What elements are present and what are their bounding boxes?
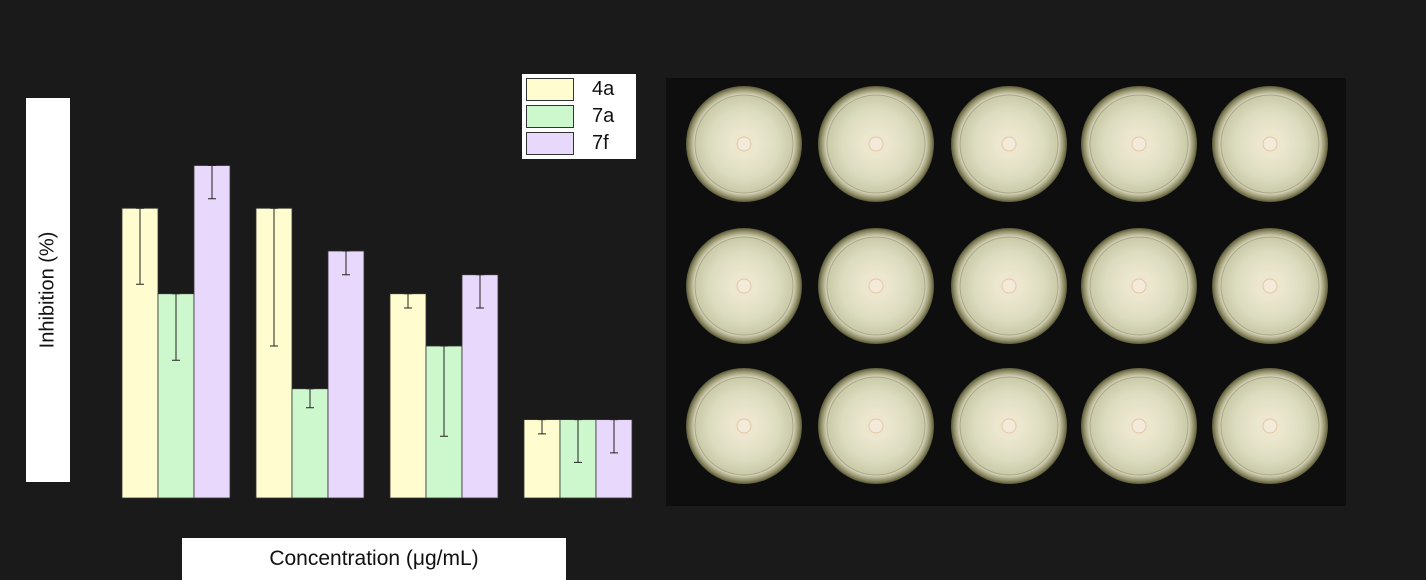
petri-dish: [951, 368, 1067, 484]
error-bar-4a-group-2: [270, 207, 278, 347]
petri-dish: [1081, 86, 1197, 202]
petri-dish: [818, 368, 934, 484]
petri-dish: [818, 228, 934, 344]
error-bar-7f-group-4: [610, 419, 618, 454]
petri-dish: [951, 86, 1067, 202]
petri-dish: [686, 368, 802, 484]
petri-dish: [1212, 368, 1328, 484]
legend-label-7f: 7f: [592, 132, 609, 154]
bar-7f-group-1: [193, 165, 231, 499]
legend-label-7a: 7a: [592, 105, 615, 127]
petri-dish: [686, 228, 802, 344]
error-bar-4a-group-3: [404, 293, 412, 309]
error-bar-7a-group-2: [306, 388, 314, 409]
error-bar-7f-group-1: [208, 165, 216, 200]
error-bar-4a-group-1: [136, 207, 144, 285]
error-bar-7a-group-3: [440, 345, 448, 437]
error-bar-7a-group-1: [172, 293, 180, 361]
legend-swatch-7a: [526, 105, 574, 128]
legend-label-4a: 4a: [592, 78, 615, 100]
legend-swatch-7f: [526, 132, 574, 155]
legend-item-7a: 7a: [522, 103, 636, 131]
bar-7f-group-2: [327, 250, 365, 499]
bar-4a-group-3: [389, 293, 427, 499]
legend-item-7f: 7f: [522, 130, 636, 158]
petri-dish: [1212, 86, 1328, 202]
petri-dish: [1081, 228, 1197, 344]
x-axis-label: Concentration (μg/mL): [182, 538, 566, 580]
petri-dish: [951, 228, 1067, 344]
legend-swatch-4a: [526, 78, 574, 101]
error-bar-7f-group-2: [342, 250, 350, 276]
bar-7f-group-3: [461, 274, 499, 499]
petri-dish: [1081, 368, 1197, 484]
y-axis-label-box: [26, 98, 70, 482]
petri-dish: [818, 86, 934, 202]
error-bar-7f-group-3: [476, 274, 484, 309]
chart-legend: 4a 7a 7f: [522, 74, 636, 159]
bar-chart: [121, 165, 633, 499]
petri-dish-photo: [666, 78, 1346, 506]
error-bar-7a-group-4: [574, 419, 582, 463]
petri-dish: [686, 86, 802, 202]
legend-item-4a: 4a: [522, 76, 636, 104]
error-bar-4a-group-4: [538, 419, 546, 435]
petri-dish: [1212, 228, 1328, 344]
